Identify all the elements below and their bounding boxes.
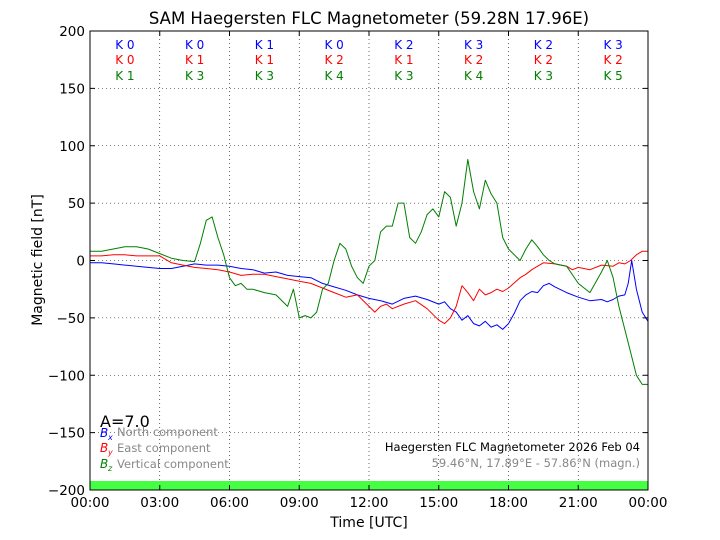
legend-vertical: B z Vertical component <box>100 457 229 473</box>
k-index-vertical: K 5 <box>603 69 622 83</box>
chart-title: SAM Haegersten FLC Magnetometer (59.28N … <box>149 9 589 28</box>
k-index-vertical: K 3 <box>534 69 553 83</box>
k-index-vertical: K 3 <box>394 69 413 83</box>
legend-east-subscript: y <box>107 448 113 457</box>
k-index-north: K 0 <box>185 38 204 52</box>
y-tick-label: 150 <box>59 81 85 97</box>
y-tick-label: 0 <box>76 254 85 270</box>
series-line-vertical-component <box>90 159 648 385</box>
x-tick-label: 18:00 <box>489 495 528 511</box>
x-tick-label: 06:00 <box>210 495 249 511</box>
legend-vertical-label: Vertical component <box>117 457 229 471</box>
y-axis-label: Magnetic field [nT] <box>30 194 46 326</box>
y-tick-label: −50 <box>57 311 86 327</box>
x-tick-label: 15:00 <box>419 495 458 511</box>
k-index-north: K 1 <box>255 38 274 52</box>
x-tick-label: 21:00 <box>559 495 598 511</box>
k-index-east: K 1 <box>185 53 204 67</box>
k-index-north: K 3 <box>603 38 622 52</box>
k-index-east: K 1 <box>394 53 413 67</box>
y-tick-label: 200 <box>59 24 85 40</box>
k-index-north: K 2 <box>534 38 553 52</box>
x-tick-label: 12:00 <box>350 495 389 511</box>
station-info: Haegersten FLC Magnetometer 2026 Feb 04 <box>385 440 640 454</box>
y-tick-label: −200 <box>48 483 85 499</box>
k-index-vertical: K 1 <box>115 69 134 83</box>
legend-east-label: East component <box>117 441 211 455</box>
k-index-east: K 1 <box>255 53 274 67</box>
y-tick-label: −150 <box>48 426 85 442</box>
k-index-east: K 2 <box>324 53 343 67</box>
y-tick-label: 100 <box>59 139 85 155</box>
k-index-vertical: K 3 <box>255 69 274 83</box>
k-index-north: K 0 <box>115 38 134 52</box>
k-index-east: K 2 <box>464 53 483 67</box>
series-line-east-component <box>90 250 648 325</box>
x-tick-label: 03:00 <box>140 495 179 511</box>
k-index-vertical: K 4 <box>324 69 343 83</box>
k-index-vertical: K 4 <box>464 69 483 83</box>
x-axis-label: Time [UTC] <box>329 515 407 531</box>
axis-ticks: 00:00 03:00 06:00 09:00 12:00 15:00 18:00 21:00… <box>48 24 668 511</box>
k-index-east: K 0 <box>115 53 134 67</box>
k-index-north: K 3 <box>464 38 483 52</box>
legend-north-label: North component <box>117 425 218 439</box>
k-index-east: K 2 <box>603 53 622 67</box>
k-index-east: K 2 <box>534 53 553 67</box>
grid <box>90 31 648 490</box>
y-tick-label: 50 <box>68 196 85 212</box>
series-lines <box>90 159 649 385</box>
legend-east-symbol: B <box>100 441 108 455</box>
legend-north-symbol: B <box>100 426 108 440</box>
legend-vertical-symbol: B <box>100 457 108 471</box>
x-tick-label: 00:00 <box>629 495 668 511</box>
k-index-vertical: K 3 <box>185 69 204 83</box>
legend: B x North component B y East component B… <box>100 425 229 473</box>
legend-vertical-subscript: z <box>107 464 113 473</box>
series-line-north-component <box>90 260 649 330</box>
legend-north-subscript: x <box>107 433 113 442</box>
x-tick-label: 00:00 <box>71 495 110 511</box>
k-index-north: K 2 <box>394 38 413 52</box>
legend-east: B y East component <box>100 441 211 457</box>
station-coordinates: 59.46°N, 17.89°E - 57.86°N (magn.) <box>432 456 640 470</box>
a-index-label: A=7.0 <box>100 412 150 431</box>
y-tick-label: −100 <box>48 368 85 384</box>
legend-north: B x North component <box>100 425 218 442</box>
x-tick-label: 09:00 <box>280 495 319 511</box>
k-index-north: K 0 <box>324 38 343 52</box>
